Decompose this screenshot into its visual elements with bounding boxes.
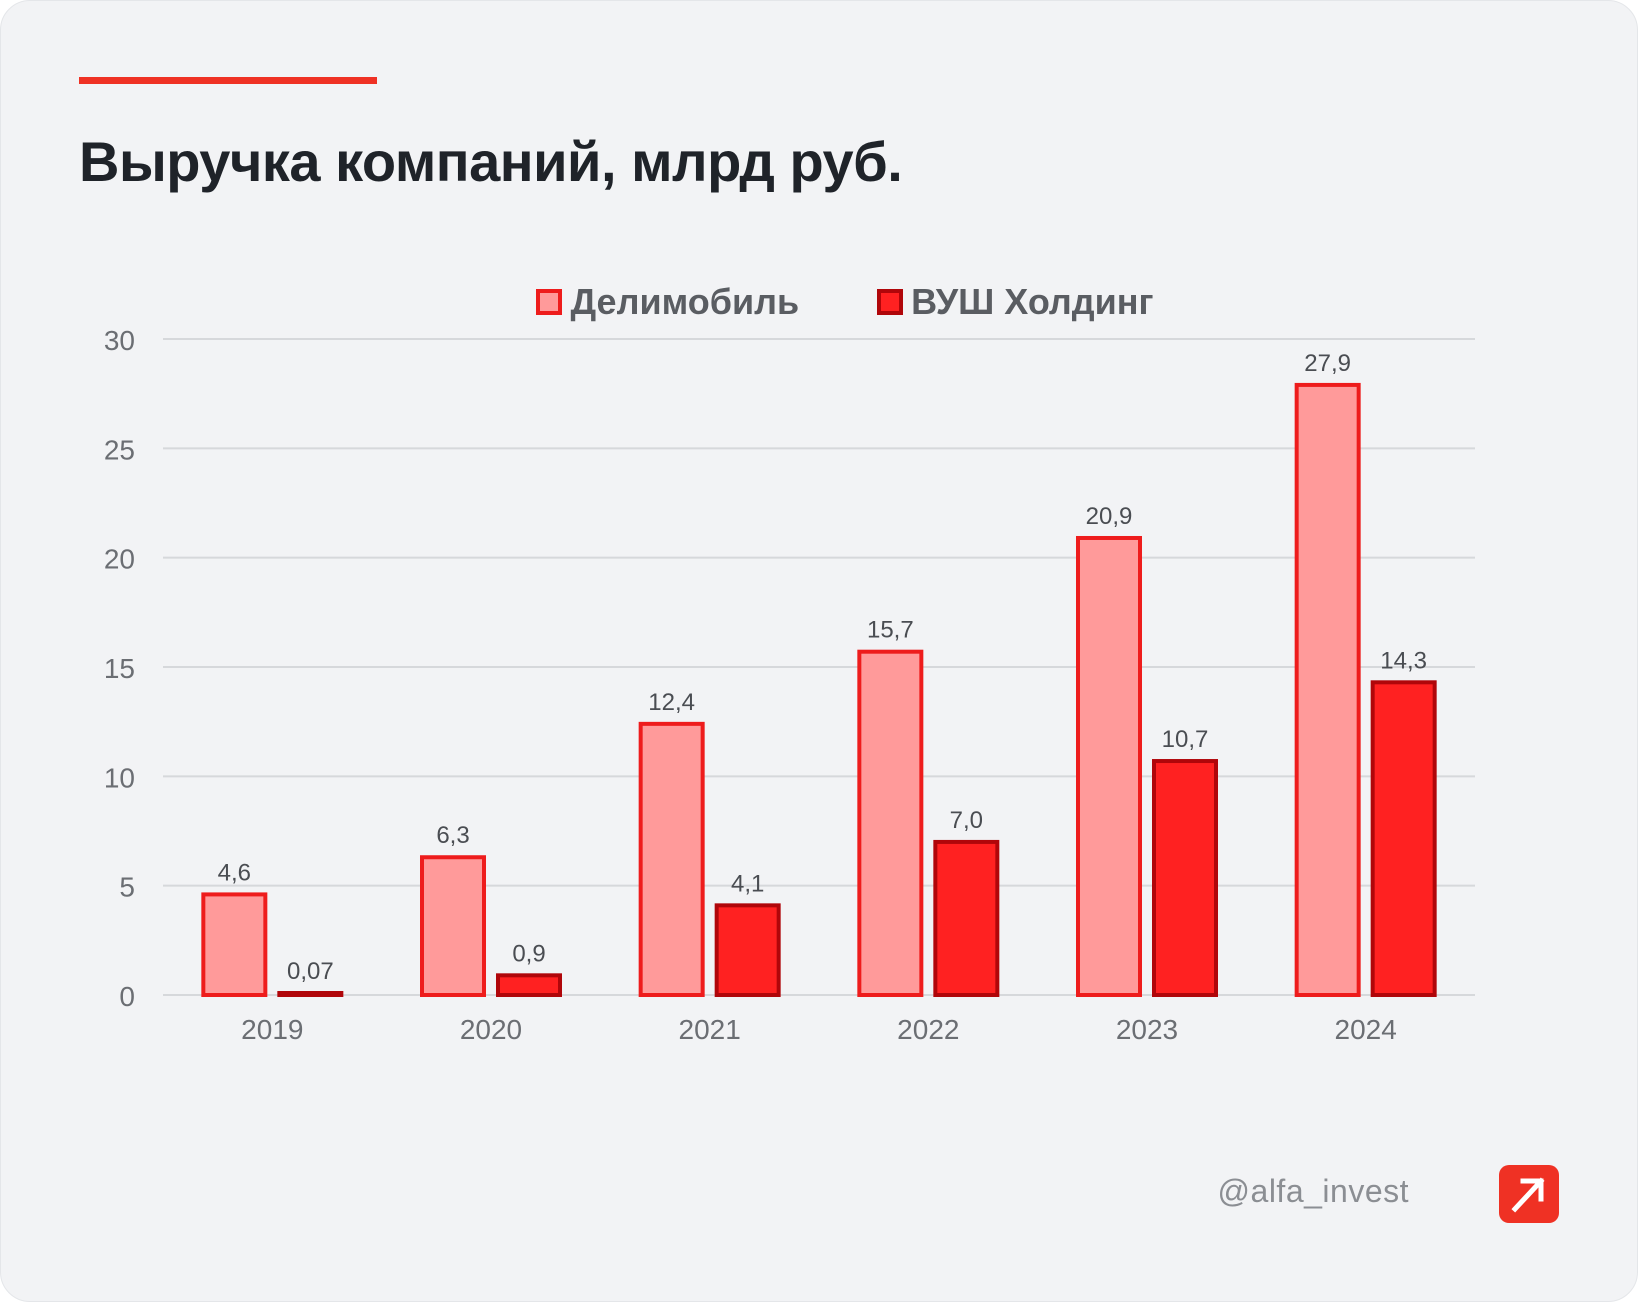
y-tick-label: 25 bbox=[104, 434, 135, 465]
footer-handle: @alfa_invest bbox=[1217, 1173, 1409, 1209]
bar bbox=[1076, 535, 1142, 998]
data-label: 4,1 bbox=[731, 870, 764, 897]
x-tick-label: 2023 bbox=[1116, 1014, 1178, 1045]
data-label: 4,6 bbox=[218, 859, 251, 886]
data-label: 14,3 bbox=[1380, 647, 1427, 674]
bar-chart: 0 5 10 15 20 25 30 4,6 0,07 2019 6,3 0,9 2020 12,4 4,1… bbox=[104, 325, 1475, 1045]
data-label: 7,0 bbox=[950, 807, 983, 834]
x-tick-label: 2019 bbox=[241, 1014, 303, 1045]
y-tick-label: 5 bbox=[119, 872, 135, 903]
accent-bar bbox=[79, 77, 377, 84]
x-tick-label: 2020 bbox=[460, 1014, 522, 1045]
data-label: 15,7 bbox=[867, 617, 914, 644]
data-label: 0,07 bbox=[287, 958, 334, 985]
bar bbox=[201, 892, 268, 997]
data-label: 0,9 bbox=[512, 940, 545, 967]
arrow-up-right-icon bbox=[1499, 1165, 1559, 1223]
bar bbox=[857, 649, 924, 998]
y-tick-label: 15 bbox=[104, 653, 135, 684]
x-tick-label: 2021 bbox=[679, 1014, 741, 1045]
x-tick-label: 2022 bbox=[897, 1014, 959, 1045]
y-tick-label: 30 bbox=[104, 325, 135, 356]
data-label: 10,7 bbox=[1162, 726, 1209, 753]
bar bbox=[1294, 382, 1361, 998]
legend-swatch-delimobil bbox=[536, 289, 563, 315]
legend: Делимобиль ВУШ Холдинг bbox=[1, 281, 1637, 323]
bar bbox=[714, 903, 781, 998]
data-label: 6,3 bbox=[436, 822, 469, 849]
legend-item-delimobil: Делимобиль bbox=[536, 281, 799, 323]
bar bbox=[1152, 759, 1218, 997]
data-label: 20,9 bbox=[1086, 503, 1133, 530]
legend-item-whoosh: ВУШ Холдинг bbox=[877, 281, 1154, 323]
chart-title: Выручка компаний, млрд руб. bbox=[79, 130, 903, 193]
y-tick-label: 20 bbox=[104, 544, 135, 575]
legend-label-delimobil: Делимобиль bbox=[570, 281, 800, 322]
legend-label-whoosh: ВУШ Холдинг bbox=[911, 281, 1154, 322]
y-tick-label: 10 bbox=[104, 762, 135, 793]
bar bbox=[420, 855, 486, 997]
bar bbox=[1370, 680, 1437, 997]
bar bbox=[638, 721, 705, 997]
data-label: 27,9 bbox=[1304, 350, 1351, 377]
x-tick-label: 2024 bbox=[1335, 1014, 1397, 1045]
legend-swatch-whoosh bbox=[877, 289, 904, 315]
data-label: 12,4 bbox=[648, 689, 695, 716]
bar bbox=[277, 991, 344, 997]
y-tick-label: 0 bbox=[119, 981, 135, 1012]
bar bbox=[933, 839, 1000, 998]
bar bbox=[496, 973, 562, 998]
